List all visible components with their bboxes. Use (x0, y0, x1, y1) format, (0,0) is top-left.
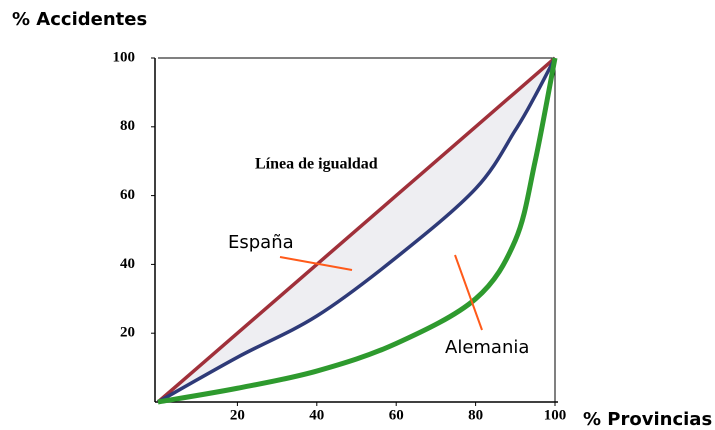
pointer (454, 254, 483, 331)
y-tick-label: 80 (120, 118, 135, 134)
x-tick-label: 80 (468, 407, 483, 423)
series-line (156, 56, 557, 404)
x-tick-label: 20 (230, 407, 245, 423)
y-tick-label: 20 (120, 325, 135, 341)
series-label: España (228, 232, 294, 253)
y-tick-label: 100 (113, 49, 136, 65)
x-tick-label: 40 (309, 407, 324, 423)
y-axis-label: % Accidentes (12, 9, 147, 30)
x-axis-label: % Provincias (583, 409, 712, 430)
series-line (157, 57, 558, 405)
plot-area (156, 56, 558, 405)
y-tick-label: 60 (120, 187, 135, 203)
pointer (279, 256, 353, 271)
y-tick-label: 40 (120, 256, 135, 272)
x-tick-label: 60 (389, 407, 404, 423)
x-tick-label: 100 (544, 407, 567, 423)
series-line (157, 57, 557, 404)
series-label: Alemania (445, 337, 529, 358)
series-label: Línea de igualdad (255, 156, 378, 173)
